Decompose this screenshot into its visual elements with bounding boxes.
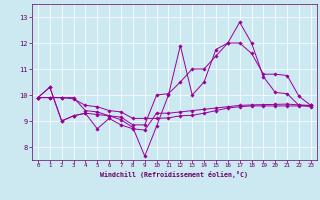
X-axis label: Windchill (Refroidissement éolien,°C): Windchill (Refroidissement éolien,°C) xyxy=(100,171,248,178)
